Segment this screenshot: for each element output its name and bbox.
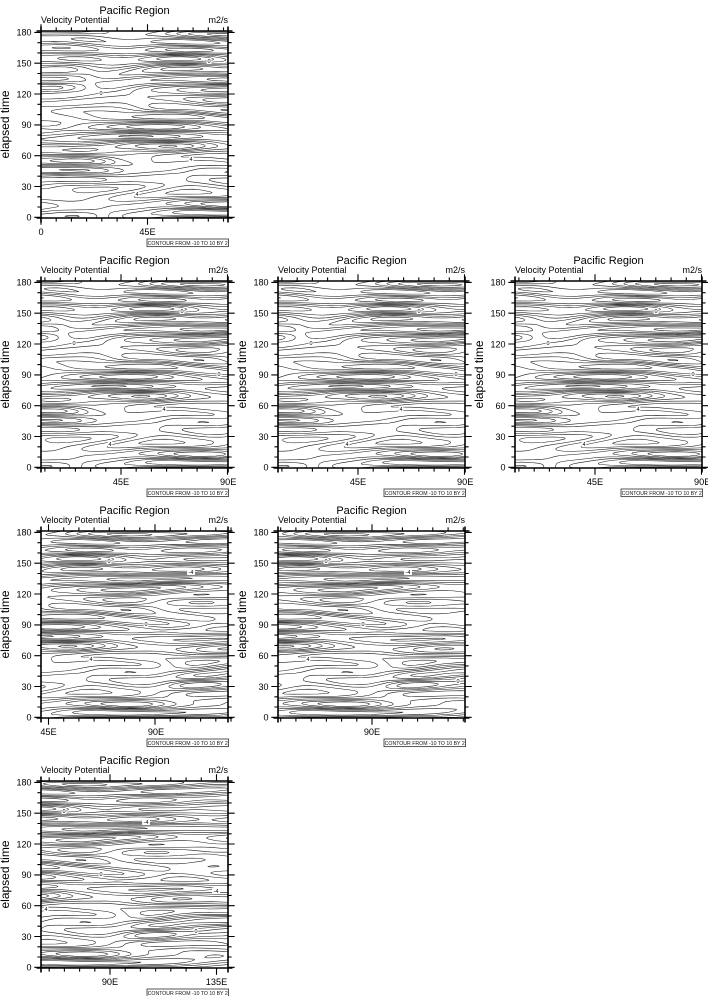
svg-text:120: 120 [16,339,31,349]
svg-text:elapsed time: elapsed time [237,340,249,408]
svg-text:30: 30 [258,682,268,692]
svg-text:45E: 45E [113,477,129,487]
svg-text:Velocity Potential: Velocity Potential [41,265,110,275]
svg-text:120: 120 [490,339,505,349]
svg-text:elapsed time: elapsed time [0,840,12,908]
svg-text:150: 150 [253,559,268,569]
svg-text:m2/s: m2/s [682,265,702,275]
svg-text:90: 90 [21,870,31,880]
svg-text:30: 30 [21,432,31,442]
svg-text:90E: 90E [364,727,380,737]
svg-text:90E: 90E [102,977,118,987]
svg-text:CONTOUR FROM -10 TO 10 BY 2: CONTOUR FROM -10 TO 10 BY 2 [148,741,228,747]
svg-text:CONTOUR FROM -10 TO 10 BY 2: CONTOUR FROM -10 TO 10 BY 2 [385,741,465,747]
svg-text:0: 0 [38,227,43,237]
svg-text:Velocity Potential: Velocity Potential [278,515,347,525]
svg-text:120: 120 [16,589,31,599]
svg-text:60: 60 [21,401,31,411]
svg-text:150: 150 [16,309,31,319]
svg-text:Pacific Region: Pacific Region [99,255,169,267]
svg-text:180: 180 [16,778,31,788]
svg-text:180: 180 [490,278,505,288]
svg-text:elapsed time: elapsed time [237,590,249,658]
svg-text:m2/s: m2/s [445,515,465,525]
svg-text:CONTOUR FROM -10 TO 10 BY 2: CONTOUR FROM -10 TO 10 BY 2 [148,991,228,996]
svg-text:Pacific Region: Pacific Region [573,255,643,267]
svg-text:120: 120 [253,589,268,599]
svg-text:135E: 135E [206,977,227,987]
svg-text:180: 180 [253,528,268,538]
svg-text:150: 150 [253,309,268,319]
svg-text:60: 60 [21,651,31,661]
svg-text:30: 30 [258,432,268,442]
svg-text:90E: 90E [148,727,164,737]
svg-text:150: 150 [16,559,31,569]
svg-text:m2/s: m2/s [208,765,228,775]
svg-text:Pacific Region: Pacific Region [336,255,406,267]
svg-text:Velocity Potential: Velocity Potential [41,515,110,525]
svg-text:0: 0 [26,213,31,223]
svg-text:90: 90 [258,620,268,630]
svg-text:m2/s: m2/s [445,265,465,275]
svg-text:90: 90 [258,370,268,380]
svg-text:30: 30 [495,432,505,442]
svg-text:Pacific Region: Pacific Region [99,5,169,17]
svg-text:30: 30 [21,182,31,192]
svg-text:0: 0 [26,963,31,973]
svg-text:m2/s: m2/s [208,15,228,25]
svg-text:120: 120 [16,89,31,99]
svg-text:Pacific Region: Pacific Region [99,755,169,767]
svg-text:60: 60 [495,401,505,411]
svg-text:180: 180 [16,28,31,38]
svg-text:150: 150 [490,309,505,319]
svg-text:m2/s: m2/s [208,265,228,275]
svg-text:elapsed time: elapsed time [0,340,12,408]
svg-text:Pacific Region: Pacific Region [336,505,406,517]
svg-text:180: 180 [16,278,31,288]
svg-text:CONTOUR FROM -10 TO 10 BY 2: CONTOUR FROM -10 TO 10 BY 2 [622,491,702,497]
svg-text:60: 60 [258,401,268,411]
svg-text:90: 90 [21,370,31,380]
svg-text:Velocity Potential: Velocity Potential [515,265,584,275]
svg-text:90: 90 [21,120,31,130]
svg-text:elapsed time: elapsed time [0,90,12,158]
svg-text:0: 0 [500,463,505,473]
svg-text:180: 180 [253,278,268,288]
svg-text:30: 30 [21,682,31,692]
svg-text:120: 120 [253,339,268,349]
svg-text:0: 0 [26,463,31,473]
svg-text:180: 180 [16,528,31,538]
svg-text:45E: 45E [139,227,155,237]
svg-text:150: 150 [16,809,31,819]
svg-text:elapsed time: elapsed time [474,340,486,408]
svg-text:0: 0 [263,713,268,723]
svg-text:90E: 90E [220,477,236,487]
svg-text:CONTOUR FROM -10 TO 10 BY 2: CONTOUR FROM -10 TO 10 BY 2 [148,241,228,247]
svg-text:150: 150 [16,59,31,69]
svg-text:m2/s: m2/s [208,515,228,525]
svg-text:elapsed time: elapsed time [0,590,12,658]
svg-text:45E: 45E [587,477,603,487]
svg-text:0: 0 [26,713,31,723]
svg-text:60: 60 [258,651,268,661]
svg-text:Velocity Potential: Velocity Potential [41,15,110,25]
svg-text:CONTOUR FROM -10 TO 10 BY 2: CONTOUR FROM -10 TO 10 BY 2 [385,491,465,497]
svg-text:Velocity Potential: Velocity Potential [278,265,347,275]
svg-text:45E: 45E [40,727,56,737]
svg-text:60: 60 [21,151,31,161]
svg-text:90E: 90E [694,477,708,487]
svg-text:Pacific Region: Pacific Region [99,505,169,517]
svg-text:90: 90 [495,370,505,380]
svg-text:30: 30 [21,932,31,942]
svg-text:60: 60 [21,901,31,911]
svg-text:120: 120 [16,839,31,849]
svg-text:Velocity Potential: Velocity Potential [41,765,110,775]
svg-text:CONTOUR FROM -10 TO 10 BY 2: CONTOUR FROM -10 TO 10 BY 2 [148,491,228,497]
svg-text:90E: 90E [457,477,473,487]
svg-text:90: 90 [21,620,31,630]
svg-text:45E: 45E [350,477,366,487]
svg-text:0: 0 [263,463,268,473]
